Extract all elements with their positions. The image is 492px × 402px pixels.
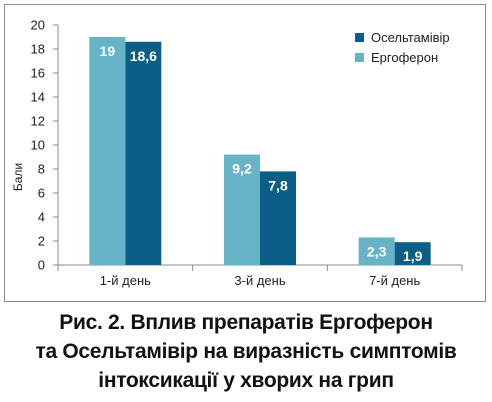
y-tick-label: 12 xyxy=(31,114,45,129)
category-label: 3-й день xyxy=(234,273,285,288)
bar xyxy=(89,37,126,265)
category-label: 7-й день xyxy=(369,273,420,288)
caption-line-1: Рис. 2. Вплив препаратів Ергоферон xyxy=(59,311,433,334)
figure-caption: Рис. 2. Вплив препаратів Ергоферон та Ос… xyxy=(0,308,492,395)
data-label: 9,2 xyxy=(232,161,252,177)
bar xyxy=(125,41,162,265)
bar xyxy=(260,171,296,265)
y-tick-label: 4 xyxy=(38,210,45,225)
y-tick-label: 20 xyxy=(31,18,45,33)
y-tick-label: 18 xyxy=(31,42,45,57)
legend-swatch xyxy=(355,33,364,42)
data-label: 18,6 xyxy=(130,48,157,64)
data-label: 19 xyxy=(100,43,116,59)
bar xyxy=(224,154,260,265)
category-label: 1-й день xyxy=(100,273,151,288)
data-label: 7,8 xyxy=(268,177,288,193)
bar-chart: 0 2 4 6 8 10 12 14 16 18 20 Бали 19 18,6 1-й день 9,2 7,… xyxy=(11,18,463,288)
y-tick-label: 2 xyxy=(38,234,45,249)
caption-line-3: інтоксикації у хворих на грип xyxy=(98,369,394,392)
y-tick-label: 16 xyxy=(31,66,45,81)
y-tick-label: 14 xyxy=(31,90,45,105)
y-tick-label: 0 xyxy=(38,258,45,273)
y-tick-label: 8 xyxy=(38,162,45,177)
data-label: 2,3 xyxy=(367,243,387,259)
legend-swatch xyxy=(355,53,364,62)
bar xyxy=(358,237,395,265)
bar xyxy=(394,242,431,265)
caption-line-2: та Осельтамівір на виразність симптомів xyxy=(35,340,457,363)
legend-label: Ергоферон xyxy=(371,50,438,65)
y-tick-label: 10 xyxy=(31,138,45,153)
y-tick-label: 6 xyxy=(38,186,45,201)
legend-label: Осельтамівір xyxy=(371,30,450,45)
y-axis-title: Бали xyxy=(11,163,25,191)
data-label: 1,9 xyxy=(403,248,423,264)
chart-frame xyxy=(4,4,486,302)
